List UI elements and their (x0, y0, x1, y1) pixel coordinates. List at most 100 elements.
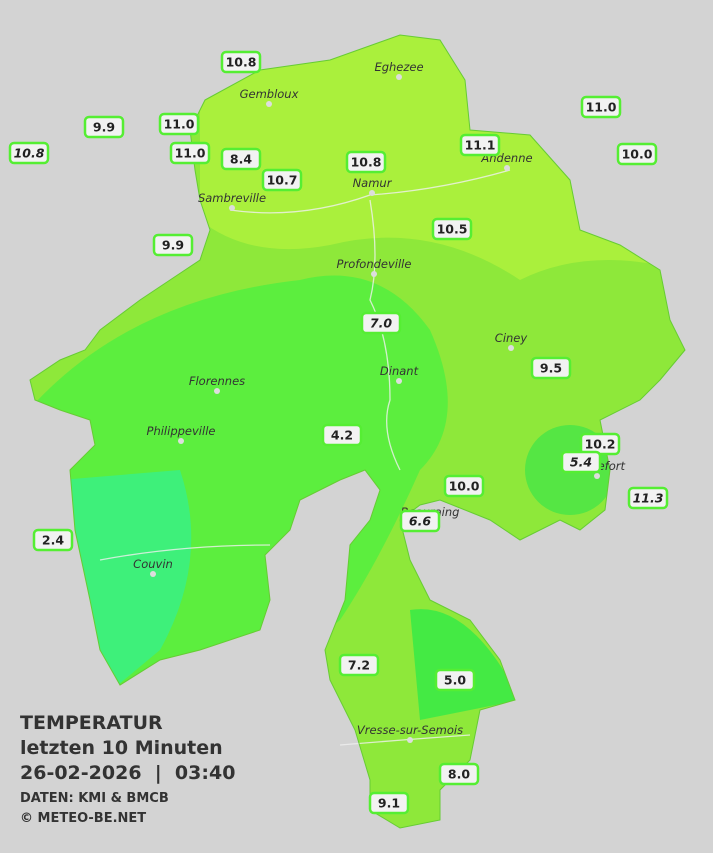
town-label: Gembloux (240, 87, 299, 101)
station-box (8, 141, 50, 165)
station-value: 10.0 (449, 479, 480, 494)
station: 8.4 (220, 147, 262, 171)
town-dot (508, 345, 514, 351)
station: 9.9 (83, 115, 125, 139)
station-box (338, 653, 380, 677)
town-dot (407, 737, 413, 743)
station: 10.0 (616, 142, 658, 166)
station: 4.2 (321, 423, 363, 447)
station-value: 11.1 (465, 138, 496, 153)
station-value: 9.9 (162, 238, 184, 253)
town-dot (214, 388, 220, 394)
station-value: 8.4 (230, 152, 252, 167)
station-box (438, 762, 480, 786)
station-box (560, 450, 602, 474)
station-box (220, 147, 262, 171)
station-value: 9.5 (540, 361, 562, 376)
station: 10.8 (8, 141, 50, 165)
station-value: 10.2 (585, 437, 616, 452)
town-label: Namur (353, 176, 393, 190)
town-label: Vresse-sur-Semois (357, 723, 463, 737)
station-value: 2.4 (42, 533, 64, 548)
station-value: 5.0 (444, 673, 466, 688)
legend-title: TEMPERATUR (20, 712, 163, 734)
station-value: 10.8 (351, 155, 382, 170)
station-box (443, 474, 485, 498)
station-box (32, 528, 74, 552)
station-box (616, 142, 658, 166)
station: 10.8 (220, 50, 262, 74)
town-label: Florennes (189, 374, 245, 388)
legend-source: DATEN: KMI & BMCB (20, 791, 169, 806)
town-label: Ciney (495, 331, 528, 345)
station-value: 11.3 (633, 491, 664, 506)
station-box (530, 356, 572, 380)
station-box (321, 423, 363, 447)
station: 5.0 (434, 668, 476, 692)
station-box (399, 509, 441, 533)
station: 10.2 (579, 432, 621, 456)
town-dot (150, 571, 156, 577)
town-dot (396, 378, 402, 384)
station-value: 11.0 (164, 117, 195, 132)
station: 9.9 (152, 233, 194, 257)
station: 10.8 (345, 150, 387, 174)
station-value: 10.0 (622, 147, 653, 162)
town-dot (594, 473, 600, 479)
town-dot (178, 438, 184, 444)
station-value: 10.5 (437, 222, 468, 237)
station-box (220, 50, 262, 74)
town-label: Sambreville (198, 191, 266, 205)
station-value: 11.0 (586, 100, 617, 115)
station-value: 9.9 (93, 120, 115, 135)
station: 11.3 (627, 486, 669, 510)
town-label: Philippeville (147, 424, 216, 438)
station: 10.0 (443, 474, 485, 498)
town-dot (369, 190, 375, 196)
station-box (459, 133, 501, 157)
station-box (169, 141, 211, 165)
town-dot (396, 74, 402, 80)
town-label: Eghezee (374, 60, 423, 74)
station-box (431, 217, 473, 241)
town-dot (229, 205, 235, 211)
legend-credit: © METEO-BE.NET (20, 811, 147, 826)
station-box (152, 233, 194, 257)
station-value: 7.2 (348, 658, 370, 673)
station-value: 10.8 (226, 55, 257, 70)
station-value: 11.0 (175, 146, 206, 161)
station: 5.4 (560, 450, 602, 474)
station-value: 9.1 (378, 796, 400, 811)
station: 7.0 (360, 311, 402, 335)
station-value: 10.8 (14, 146, 45, 161)
town-dot (504, 165, 510, 171)
station-box (158, 112, 200, 136)
station-value: 5.4 (570, 455, 592, 470)
town-label: Dinant (380, 364, 419, 378)
station-box (360, 311, 402, 335)
station-box (261, 168, 303, 192)
station-box (345, 150, 387, 174)
town-dot (266, 101, 272, 107)
station-box (580, 95, 622, 119)
station-value: 4.2 (331, 428, 353, 443)
legend-datetime: 26-02-2026 | 03:40 (20, 762, 236, 784)
station-box (627, 486, 669, 510)
station: 9.1 (368, 791, 410, 815)
station: 11.0 (169, 141, 211, 165)
station: 8.0 (438, 762, 480, 786)
station: 10.7 (261, 168, 303, 192)
town-label: Couvin (133, 557, 173, 571)
station-box (434, 668, 476, 692)
town-label: Profondeville (337, 257, 412, 271)
station: 11.1 (459, 133, 501, 157)
town-dot (371, 271, 377, 277)
station: 9.5 (530, 356, 572, 380)
station-box (83, 115, 125, 139)
station-value: 7.0 (370, 316, 392, 331)
station-value: 8.0 (448, 767, 470, 782)
station: 6.6 (399, 509, 441, 533)
station: 10.5 (431, 217, 473, 241)
